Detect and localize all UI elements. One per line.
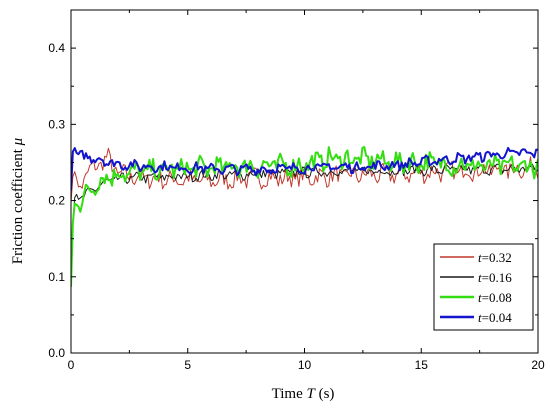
- series-line-t-0-32: [71, 147, 538, 204]
- x-tick-label: 0: [68, 358, 75, 372]
- x-axis-title-post: (s): [315, 386, 335, 402]
- y-tick-label: 0.4: [48, 41, 65, 55]
- legend-label: t=0.08: [478, 290, 512, 305]
- y-axis-title: Friction coefficient μ: [10, 137, 26, 264]
- legend-label-value: =0.04: [482, 310, 513, 325]
- legend-box: [433, 243, 534, 331]
- legend-label-value: =0.16: [482, 270, 513, 285]
- legend-label: t=0.04: [478, 310, 512, 325]
- legend: t=0.32t=0.16t=0.08t=0.04: [433, 243, 534, 331]
- y-tick-label: 0.3: [48, 117, 65, 131]
- series-line-t-0-04: [71, 146, 538, 191]
- x-tick-label: 10: [298, 358, 312, 372]
- x-tick-label: 20: [531, 358, 545, 372]
- legend-label-value: =0.32: [482, 250, 512, 265]
- y-tick-label: 0.0: [48, 346, 65, 360]
- axes-layer: 0 5 10 15 20 0.0 0.1 0.2 0.3 0.4: [48, 9, 545, 372]
- legend-label: t=0.32: [478, 250, 512, 265]
- y-axis-title-pre: Friction coefficient: [10, 145, 26, 264]
- series-line-t-0-16: [71, 163, 538, 278]
- x-axis-title-italic: T: [306, 386, 316, 402]
- x-axis-title-pre: Time: [272, 386, 307, 402]
- series-layer: [71, 145, 538, 287]
- y-tick-label: 0.2: [48, 194, 65, 208]
- legend-label-var: t: [478, 290, 482, 305]
- x-tick-label: 15: [415, 358, 429, 372]
- y-tick-label: 0.1: [48, 270, 65, 284]
- legend-label-var: t: [478, 250, 482, 265]
- legend-label-var: t: [478, 310, 482, 325]
- legend-label-var: t: [478, 270, 482, 285]
- x-axis-title: Time T (s): [272, 386, 335, 402]
- legend-label: t=0.16: [478, 270, 512, 285]
- legend-label-value: =0.08: [482, 290, 512, 305]
- y-axis-title-italic: μ: [10, 137, 26, 146]
- x-tick-label: 5: [184, 358, 191, 372]
